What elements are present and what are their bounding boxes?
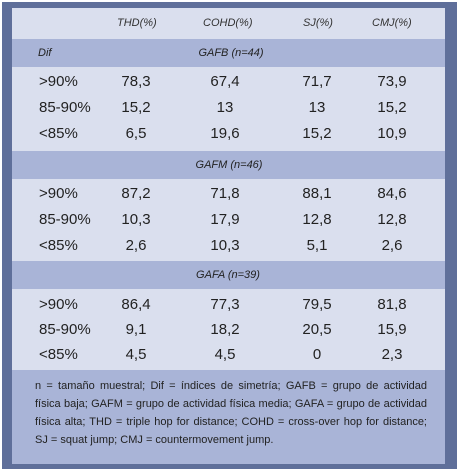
- cell-cohd: 77,3: [210, 296, 240, 313]
- cell-sj: 71,7: [302, 73, 332, 90]
- row-label: >90%: [39, 73, 78, 90]
- table-row: 85-90% 9,1 18,2 20,5 15,9: [12, 318, 445, 342]
- table-footnote: n = tamaño muestral; Dif = índices de si…: [12, 370, 445, 464]
- cell-cmj: 84,6: [377, 185, 407, 202]
- cell-cohd: 19,6: [210, 125, 240, 142]
- row-label: <85%: [39, 237, 78, 254]
- table-row: 85-90% 15,2 13 13 15,2: [12, 96, 445, 120]
- cell-cmj: 73,9: [377, 73, 407, 90]
- table-row: >90% 78,3 67,4 71,7 73,9: [12, 70, 445, 94]
- cell-thd: 2,6: [125, 237, 147, 254]
- cell-thd: 4,5: [125, 346, 147, 363]
- cell-thd: 9,1: [125, 321, 147, 338]
- cell-sj: 13: [308, 99, 326, 116]
- cell-cohd: 18,2: [210, 321, 240, 338]
- table-row: >90% 87,2 71,8 88,1 84,6: [12, 182, 445, 206]
- cell-cohd: 67,4: [210, 73, 240, 90]
- row-label: 85-90%: [39, 321, 91, 338]
- table-row: <85% 6,5 19,6 15,2 10,9: [12, 122, 445, 146]
- row-label: 85-90%: [39, 99, 91, 116]
- group-band-gafb: Dif GAFB (n=44): [12, 39, 445, 67]
- cell-sj: 79,5: [302, 296, 332, 313]
- dif-label: Dif: [38, 47, 52, 59]
- col-header-cmj: CMJ(%): [372, 17, 412, 29]
- cell-cmj: 2,6: [381, 237, 403, 254]
- group-title: GAFM (n=46): [195, 159, 263, 171]
- group-title: GAFB (n=44): [198, 47, 264, 59]
- table-panel: THD(%) COHD(%) SJ(%) CMJ(%) Dif GAFB (n=…: [12, 8, 445, 464]
- cell-cmj: 10,9: [377, 125, 407, 142]
- cell-thd: 15,2: [121, 99, 151, 116]
- cell-thd: 10,3: [121, 211, 151, 228]
- cell-sj: 0: [312, 346, 322, 363]
- cell-sj: 5,1: [306, 237, 328, 254]
- cell-cmj: 12,8: [377, 211, 407, 228]
- table-row: <85% 2,6 10,3 5,1 2,6: [12, 234, 445, 258]
- cell-cohd: 10,3: [210, 237, 240, 254]
- cell-cohd: 13: [216, 99, 234, 116]
- table-header: THD(%) COHD(%) SJ(%) CMJ(%): [12, 8, 445, 38]
- cell-thd: 78,3: [121, 73, 151, 90]
- table-row: >90% 86,4 77,3 79,5 81,8: [12, 293, 445, 317]
- group-title: GAFA (n=39): [196, 269, 260, 281]
- cell-cohd: 17,9: [210, 211, 240, 228]
- table-row: <85% 4,5 4,5 0 2,3: [12, 343, 445, 367]
- col-header-sj: SJ(%): [303, 17, 333, 29]
- cell-cmj: 15,2: [377, 99, 407, 116]
- cell-sj: 12,8: [302, 211, 332, 228]
- table-row: 85-90% 10,3 17,9 12,8 12,8: [12, 208, 445, 232]
- cell-thd: 86,4: [121, 296, 151, 313]
- group-band-gafm: GAFM (n=46): [12, 151, 445, 179]
- table-frame: THD(%) COHD(%) SJ(%) CMJ(%) Dif GAFB (n=…: [2, 2, 457, 469]
- cell-sj: 20,5: [302, 321, 332, 338]
- cell-cmj: 2,3: [381, 346, 403, 363]
- row-label: <85%: [39, 346, 78, 363]
- cell-sj: 88,1: [302, 185, 332, 202]
- row-label: 85-90%: [39, 211, 91, 228]
- cell-thd: 6,5: [125, 125, 147, 142]
- row-label: >90%: [39, 185, 78, 202]
- cell-cmj: 15,9: [377, 321, 407, 338]
- cell-cohd: 71,8: [210, 185, 240, 202]
- col-header-thd: THD(%): [117, 17, 157, 29]
- row-label: >90%: [39, 296, 78, 313]
- cell-sj: 15,2: [302, 125, 332, 142]
- col-header-cohd: COHD(%): [203, 17, 253, 29]
- cell-cmj: 81,8: [377, 296, 407, 313]
- footnote-text: n = tamaño muestral; Dif = índices de si…: [35, 380, 427, 446]
- row-label: <85%: [39, 125, 78, 142]
- group-band-gafa: GAFA (n=39): [12, 261, 445, 289]
- cell-cohd: 4,5: [214, 346, 236, 363]
- cell-thd: 87,2: [121, 185, 151, 202]
